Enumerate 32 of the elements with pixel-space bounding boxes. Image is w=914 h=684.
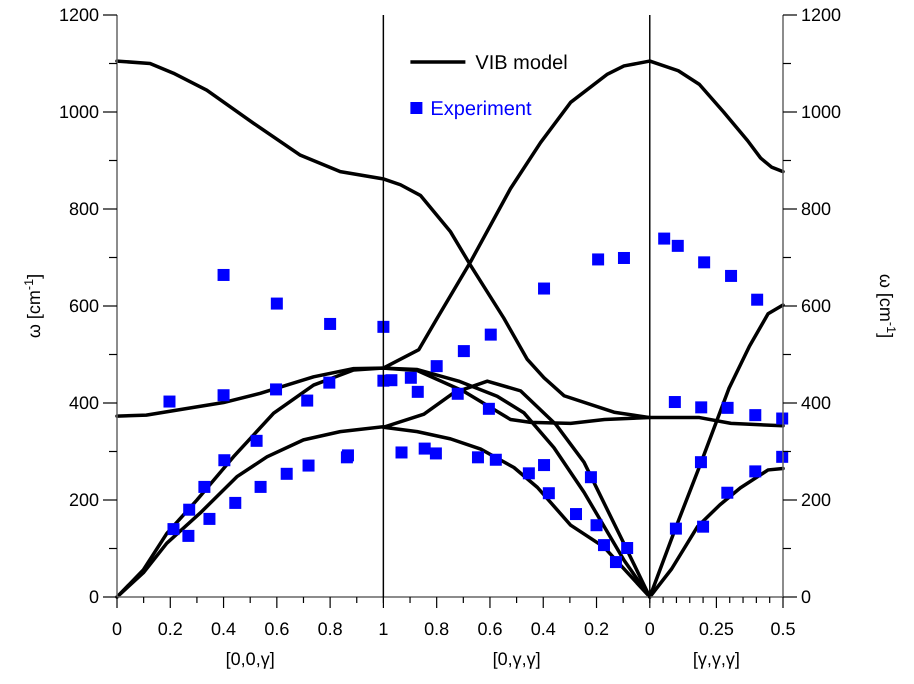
y-tick-label: 400: [68, 393, 99, 413]
y2-tick-label: 1000: [801, 102, 842, 122]
y-tick-label: 0: [88, 587, 99, 607]
y2-tick-label: 1200: [801, 5, 842, 25]
y2-tick-label: 600: [801, 296, 832, 316]
x-tick-label: 0: [644, 619, 655, 639]
x-axis-title: [γ,γ,γ]: [692, 649, 740, 669]
y-tick-label: 1000: [58, 102, 99, 122]
x-tick-label: 0: [112, 619, 122, 639]
y-tick-label: 800: [68, 199, 99, 219]
y-tick-label: 600: [68, 296, 99, 316]
x-tick-label: 0.5: [770, 619, 796, 639]
y2-tick-label: 800: [801, 199, 832, 219]
x-axis-title: [0,0,γ]: [226, 649, 275, 669]
x-tick-label: 0.4: [211, 619, 236, 639]
x-tick-label: 0.4: [530, 619, 556, 639]
y2-tick-label: 200: [801, 490, 832, 510]
y-tick-label: 200: [68, 490, 99, 510]
x-axis-title: [0,γ,γ]: [492, 649, 541, 669]
legend-label: Experiment: [430, 98, 532, 120]
x-tick-label: 0.8: [424, 619, 450, 639]
y2-tick-label: 0: [801, 587, 812, 607]
legend-label: VIB model: [475, 52, 568, 74]
y-tick-label: 1200: [58, 5, 99, 25]
x-tick-label: 1: [378, 619, 388, 639]
x-tick-label: 0.2: [584, 619, 610, 639]
x-tick-label: 0.25: [698, 619, 734, 639]
x-tick-label: 0.6: [264, 619, 290, 639]
x-tick-label: 0.8: [318, 619, 343, 639]
x-tick-label: 0.6: [477, 619, 502, 639]
x-tick-label: 0.2: [158, 619, 183, 639]
y2-tick-label: 400: [801, 393, 832, 413]
